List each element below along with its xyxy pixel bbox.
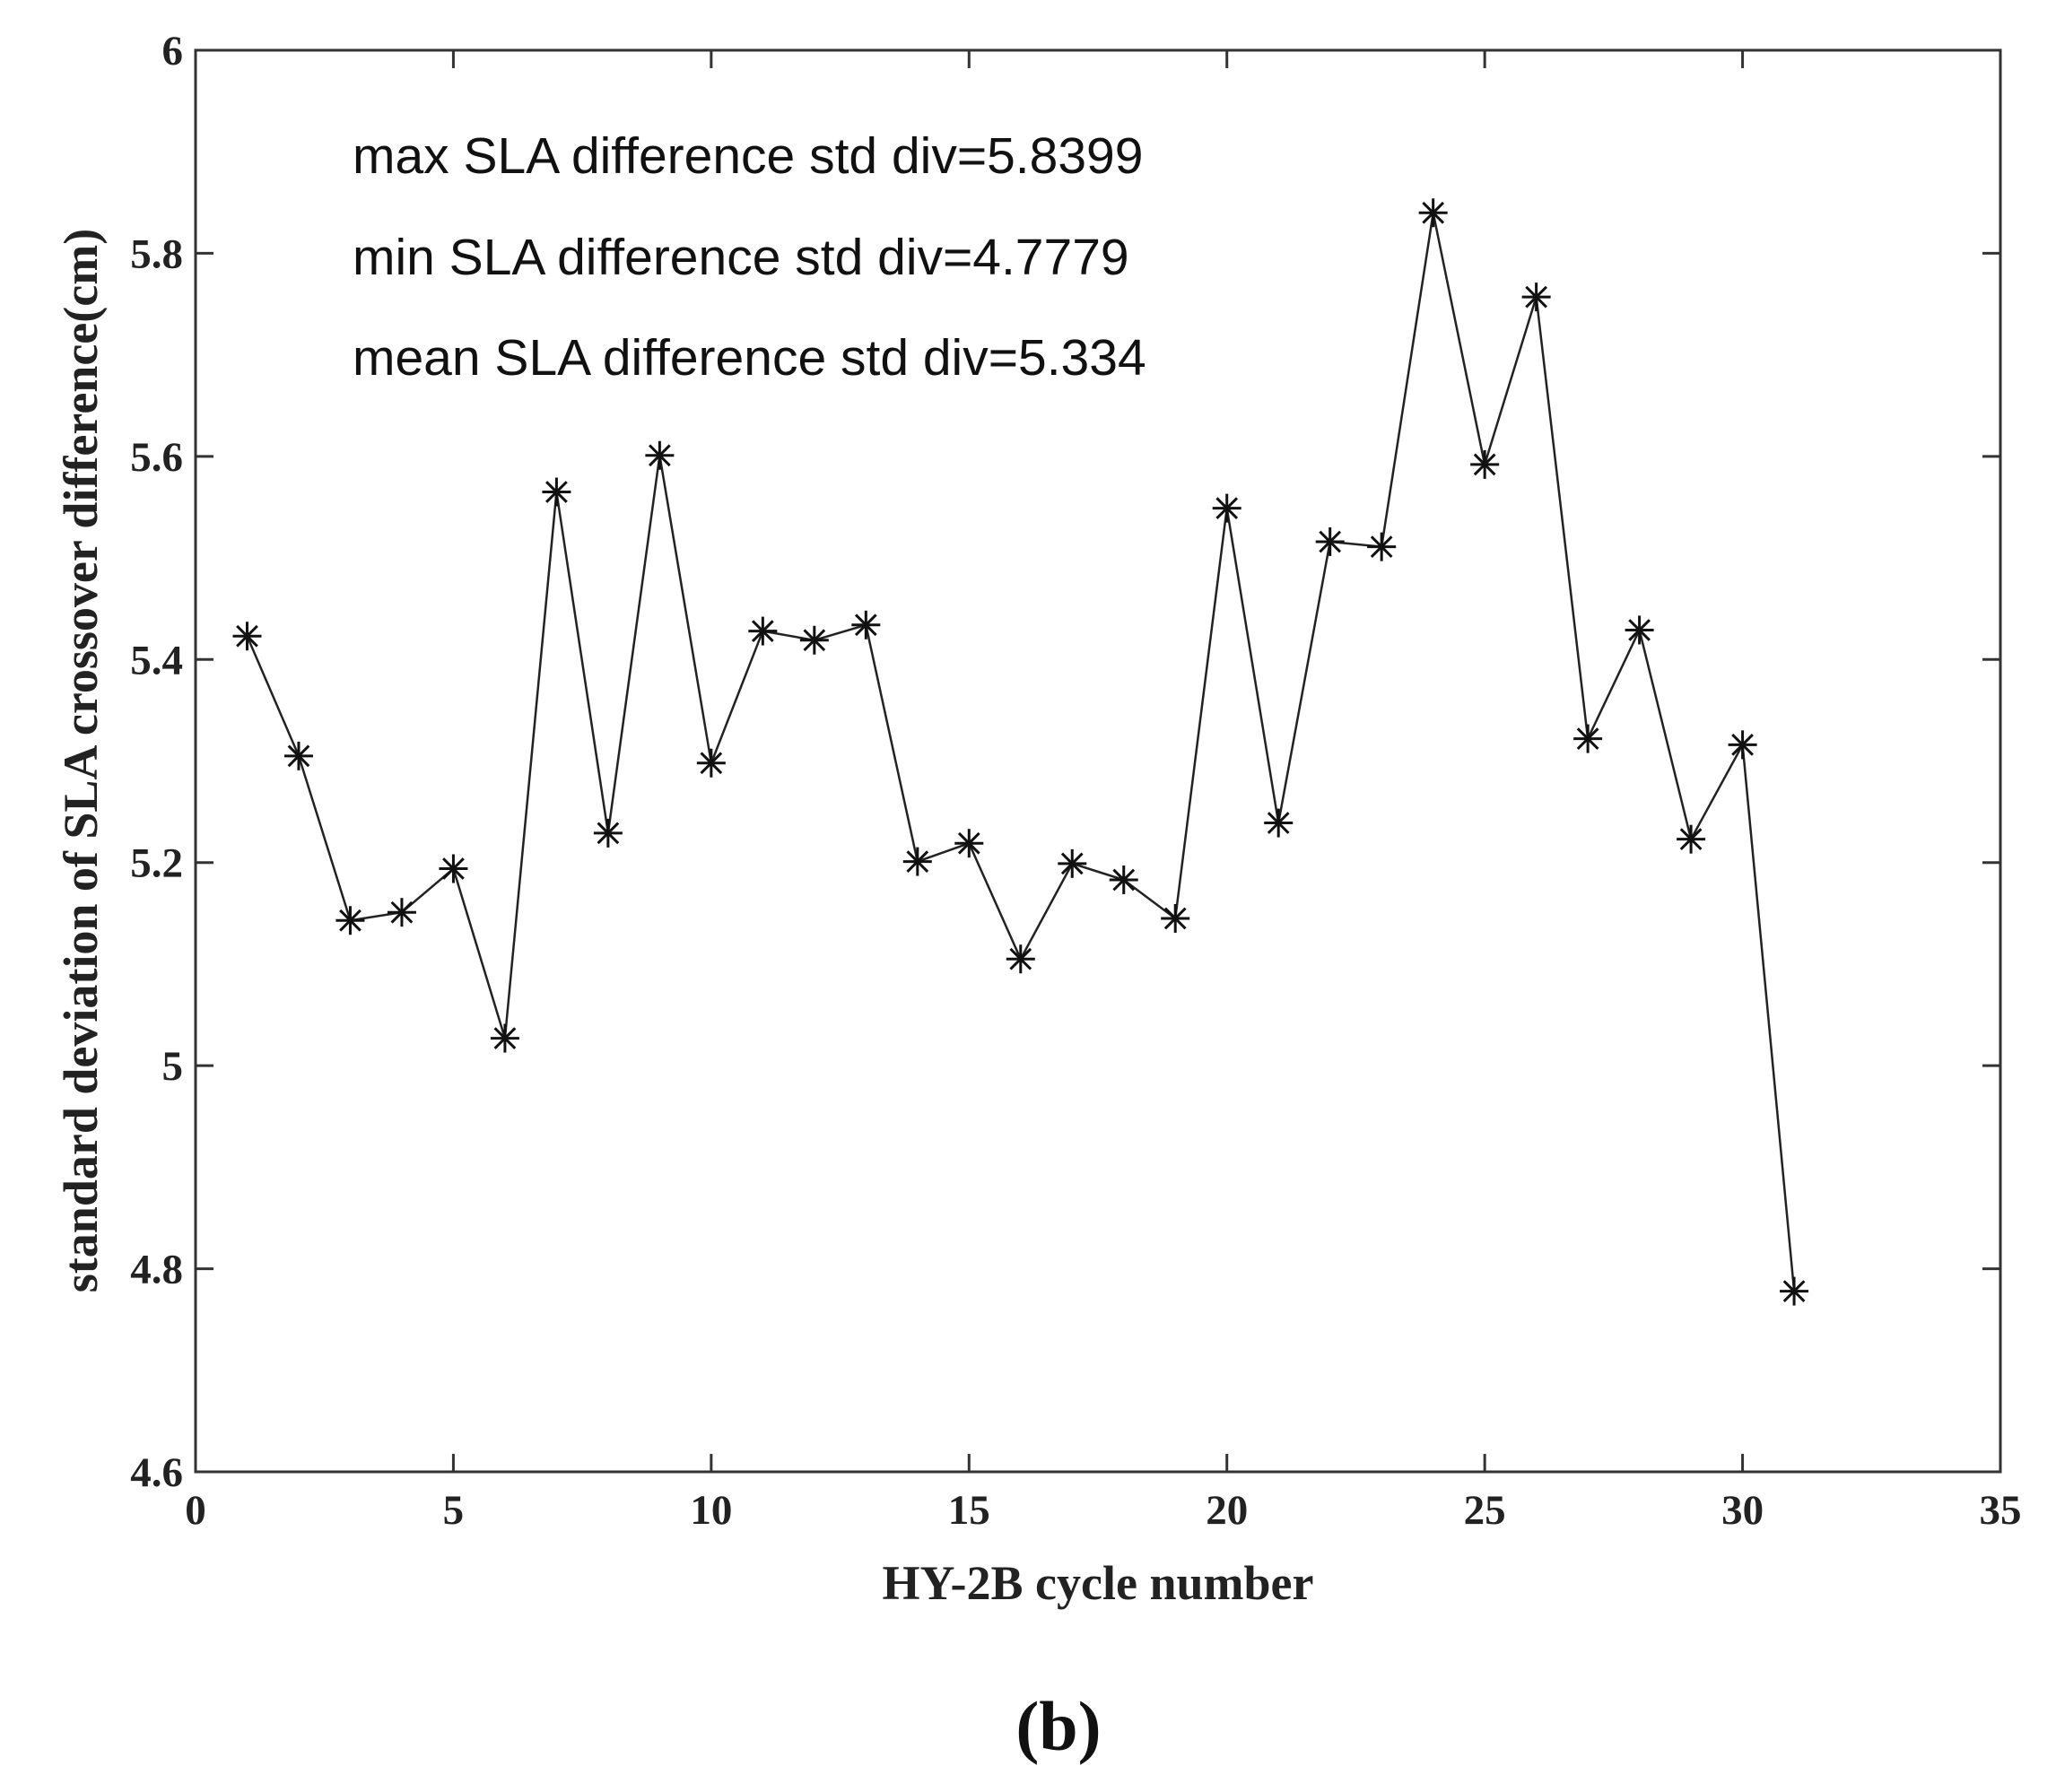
annotation-max: max SLA difference std div=5.8399	[353, 127, 1143, 185]
data-point-marker	[1212, 493, 1241, 523]
y-tick-label: 5.4	[130, 637, 183, 683]
data-point-marker	[1780, 1276, 1809, 1306]
data-point-marker	[439, 854, 468, 883]
data-point-marker	[387, 898, 416, 927]
data-point-marker	[1315, 526, 1345, 556]
data-point-marker	[645, 440, 675, 470]
y-tick-label: 5.2	[130, 840, 183, 887]
x-tick-label: 5	[443, 1487, 465, 1534]
x-tick-label: 25	[1464, 1487, 1506, 1534]
x-tick-label: 0	[185, 1487, 206, 1534]
data-point-marker	[490, 1023, 519, 1053]
data-point-marker	[1264, 808, 1294, 838]
data-point-marker	[1006, 944, 1035, 974]
data-point-marker	[1573, 724, 1603, 753]
y-tick-label: 5.8	[130, 231, 183, 277]
data-point-marker	[1677, 824, 1706, 854]
data-point-marker	[1109, 865, 1138, 894]
data-point-marker	[1521, 283, 1551, 312]
data-point-marker	[335, 906, 365, 935]
x-tick-label: 15	[948, 1487, 990, 1534]
data-point-marker	[748, 616, 778, 646]
plot-area-frame	[194, 48, 2002, 1474]
data-point-marker	[1367, 532, 1397, 561]
annotation-min: min SLA difference std div=4.7779	[353, 229, 1129, 286]
data-point-marker	[1625, 615, 1654, 645]
y-axis-label: standard deviation of SLA crossover diff…	[54, 229, 108, 1292]
x-axis-ticks: 0 5 10 15 20 25 30 35	[185, 50, 2022, 1534]
data-point-marker	[1058, 848, 1087, 878]
data-point-marker	[851, 610, 881, 639]
x-axis-label: HY-2B cycle number	[883, 1556, 1314, 1610]
y-tick-label: 4.8	[130, 1247, 183, 1293]
data-point-marker	[1418, 198, 1448, 228]
data-series	[232, 198, 1809, 1306]
data-point-marker	[799, 625, 829, 655]
x-tick-label: 10	[690, 1487, 732, 1534]
x-tick-label: 20	[1206, 1487, 1248, 1534]
data-point-marker	[902, 847, 932, 876]
panel-label: (b)	[1015, 1687, 1101, 1765]
data-point-marker	[696, 748, 726, 778]
data-point-marker	[1161, 903, 1190, 933]
data-point-marker	[1728, 730, 1757, 760]
data-point-marker	[1470, 449, 1500, 479]
y-tick-label: 5.6	[130, 434, 183, 481]
data-point-marker	[954, 829, 984, 858]
data-point-marker	[283, 741, 313, 770]
data-point-marker	[593, 818, 623, 848]
y-tick-label: 4.6	[130, 1449, 183, 1496]
x-tick-label: 30	[1721, 1487, 1764, 1534]
y-tick-label: 5	[162, 1043, 184, 1090]
annotation-mean: mean SLA difference std div=5.334	[353, 329, 1146, 387]
y-axis-ticks: 4.6 4.8 5 5.2 5.4 5.6 5.8 6	[130, 28, 2000, 1496]
x-tick-label: 35	[1980, 1487, 2022, 1534]
y-tick-label: 6	[162, 28, 184, 74]
data-point-marker	[232, 622, 262, 651]
data-point-marker	[542, 477, 571, 507]
